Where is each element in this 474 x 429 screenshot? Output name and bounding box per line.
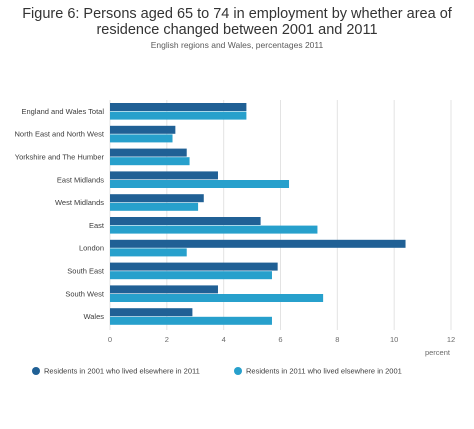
x-tick-label: 8 (335, 335, 339, 344)
x-tick-label: 12 (447, 335, 455, 344)
legend-swatch (32, 367, 40, 375)
bar-series-1 (110, 239, 406, 248)
bar-series-2 (110, 271, 272, 280)
bar-series-2 (110, 202, 199, 211)
bar-series-1 (110, 194, 204, 203)
bar-series-2 (110, 157, 190, 166)
bar-series-1 (110, 308, 193, 317)
x-tick-label: 4 (222, 335, 226, 344)
bar-series-1 (110, 217, 261, 225)
category-label: Wales (83, 312, 104, 321)
legend-label: Residents in 2001 who lived elsewhere in… (44, 367, 200, 376)
x-tick-label: 0 (108, 335, 112, 344)
legend-label: Residents in 2011 who lived elsewhere in… (246, 367, 402, 376)
chart-title-line-1: Figure 6: Persons aged 65 to 74 in emplo… (22, 6, 452, 22)
bar-series-1 (110, 125, 176, 134)
x-tick-label: 2 (165, 335, 169, 344)
bar-series-1 (110, 171, 218, 180)
bar-series-2 (110, 111, 247, 120)
bar-series-2 (110, 316, 272, 325)
bar-series-2 (110, 294, 324, 302)
bar-series-1 (110, 262, 278, 271)
bar-series-2 (110, 248, 187, 257)
legend-swatch (234, 367, 242, 375)
chart-title-line-2: residence changed between 2001 and 2011 (96, 22, 378, 38)
category-label: England and Wales Total (21, 107, 104, 116)
bar-series-1 (110, 148, 187, 157)
x-axis-label: percent (425, 348, 451, 357)
bar-series-2 (110, 134, 173, 143)
bar-series-1 (110, 103, 247, 111)
legend: Residents in 2001 who lived elsewhere in… (32, 367, 402, 376)
bar-series-2 (110, 225, 318, 234)
category-label: West Midlands (55, 198, 104, 207)
x-tick-label: 6 (278, 335, 282, 344)
bar-series-1 (110, 285, 218, 294)
category-label: North East and North West (15, 130, 105, 139)
category-label: London (79, 244, 104, 253)
x-tick-label: 10 (390, 335, 398, 344)
category-label: East Midlands (57, 175, 104, 184)
bars (110, 103, 406, 325)
chart-title: Figure 6: Persons aged 65 to 74 in emplo… (0, 6, 474, 38)
category-labels: England and Wales Total North East and No… (15, 107, 105, 321)
bar-series-2 (110, 180, 290, 188)
category-label: Yorkshire and The Humber (15, 153, 105, 162)
x-tick-labels: 0 2 4 6 8 10 12 (108, 335, 455, 344)
chart-subtitle: English regions and Wales, percentages 2… (150, 40, 324, 50)
category-label: South West (65, 289, 105, 298)
category-label: South East (67, 267, 105, 276)
category-label: East (89, 221, 105, 230)
